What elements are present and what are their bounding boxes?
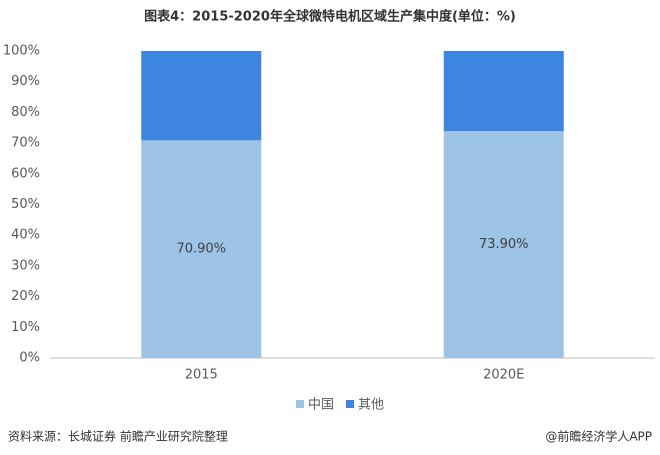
legend-swatch bbox=[296, 400, 304, 408]
y-tick-label: 30% bbox=[11, 258, 40, 273]
source: 资料来源：长城证券 前瞻产业研究院整理 bbox=[8, 429, 228, 444]
legend-swatch bbox=[346, 400, 354, 408]
y-tick-label: 50% bbox=[11, 197, 40, 212]
bar-segment bbox=[141, 140, 262, 358]
y-tick-label: 70% bbox=[11, 136, 40, 151]
value-label: 73.90% bbox=[479, 237, 529, 252]
y-tick-label: 60% bbox=[11, 166, 40, 181]
y-tick-label: 90% bbox=[11, 74, 40, 89]
legend-label: 中国 bbox=[308, 398, 334, 413]
x-tick-label: 2015 bbox=[185, 368, 218, 383]
value-label: 70.90% bbox=[176, 242, 226, 257]
bar-segment bbox=[141, 51, 262, 141]
y-tick-label: 20% bbox=[11, 289, 40, 304]
legend-label: 其他 bbox=[358, 398, 384, 413]
y-tick-label: 10% bbox=[11, 320, 40, 335]
credit: @前瞻经济学人APP bbox=[545, 429, 652, 444]
bar-segment bbox=[443, 131, 564, 358]
y-tick-label: 40% bbox=[11, 228, 40, 243]
chart-title: 图表4：2015-2020年全球微特电机区域生产集中度(单位：%) bbox=[144, 9, 516, 25]
y-tick-label: 100% bbox=[3, 44, 40, 59]
x-tick-label: 2020E bbox=[483, 368, 524, 383]
y-tick-label: 0% bbox=[19, 351, 40, 366]
y-tick-label: 80% bbox=[11, 105, 40, 120]
bar-segment bbox=[443, 51, 564, 132]
